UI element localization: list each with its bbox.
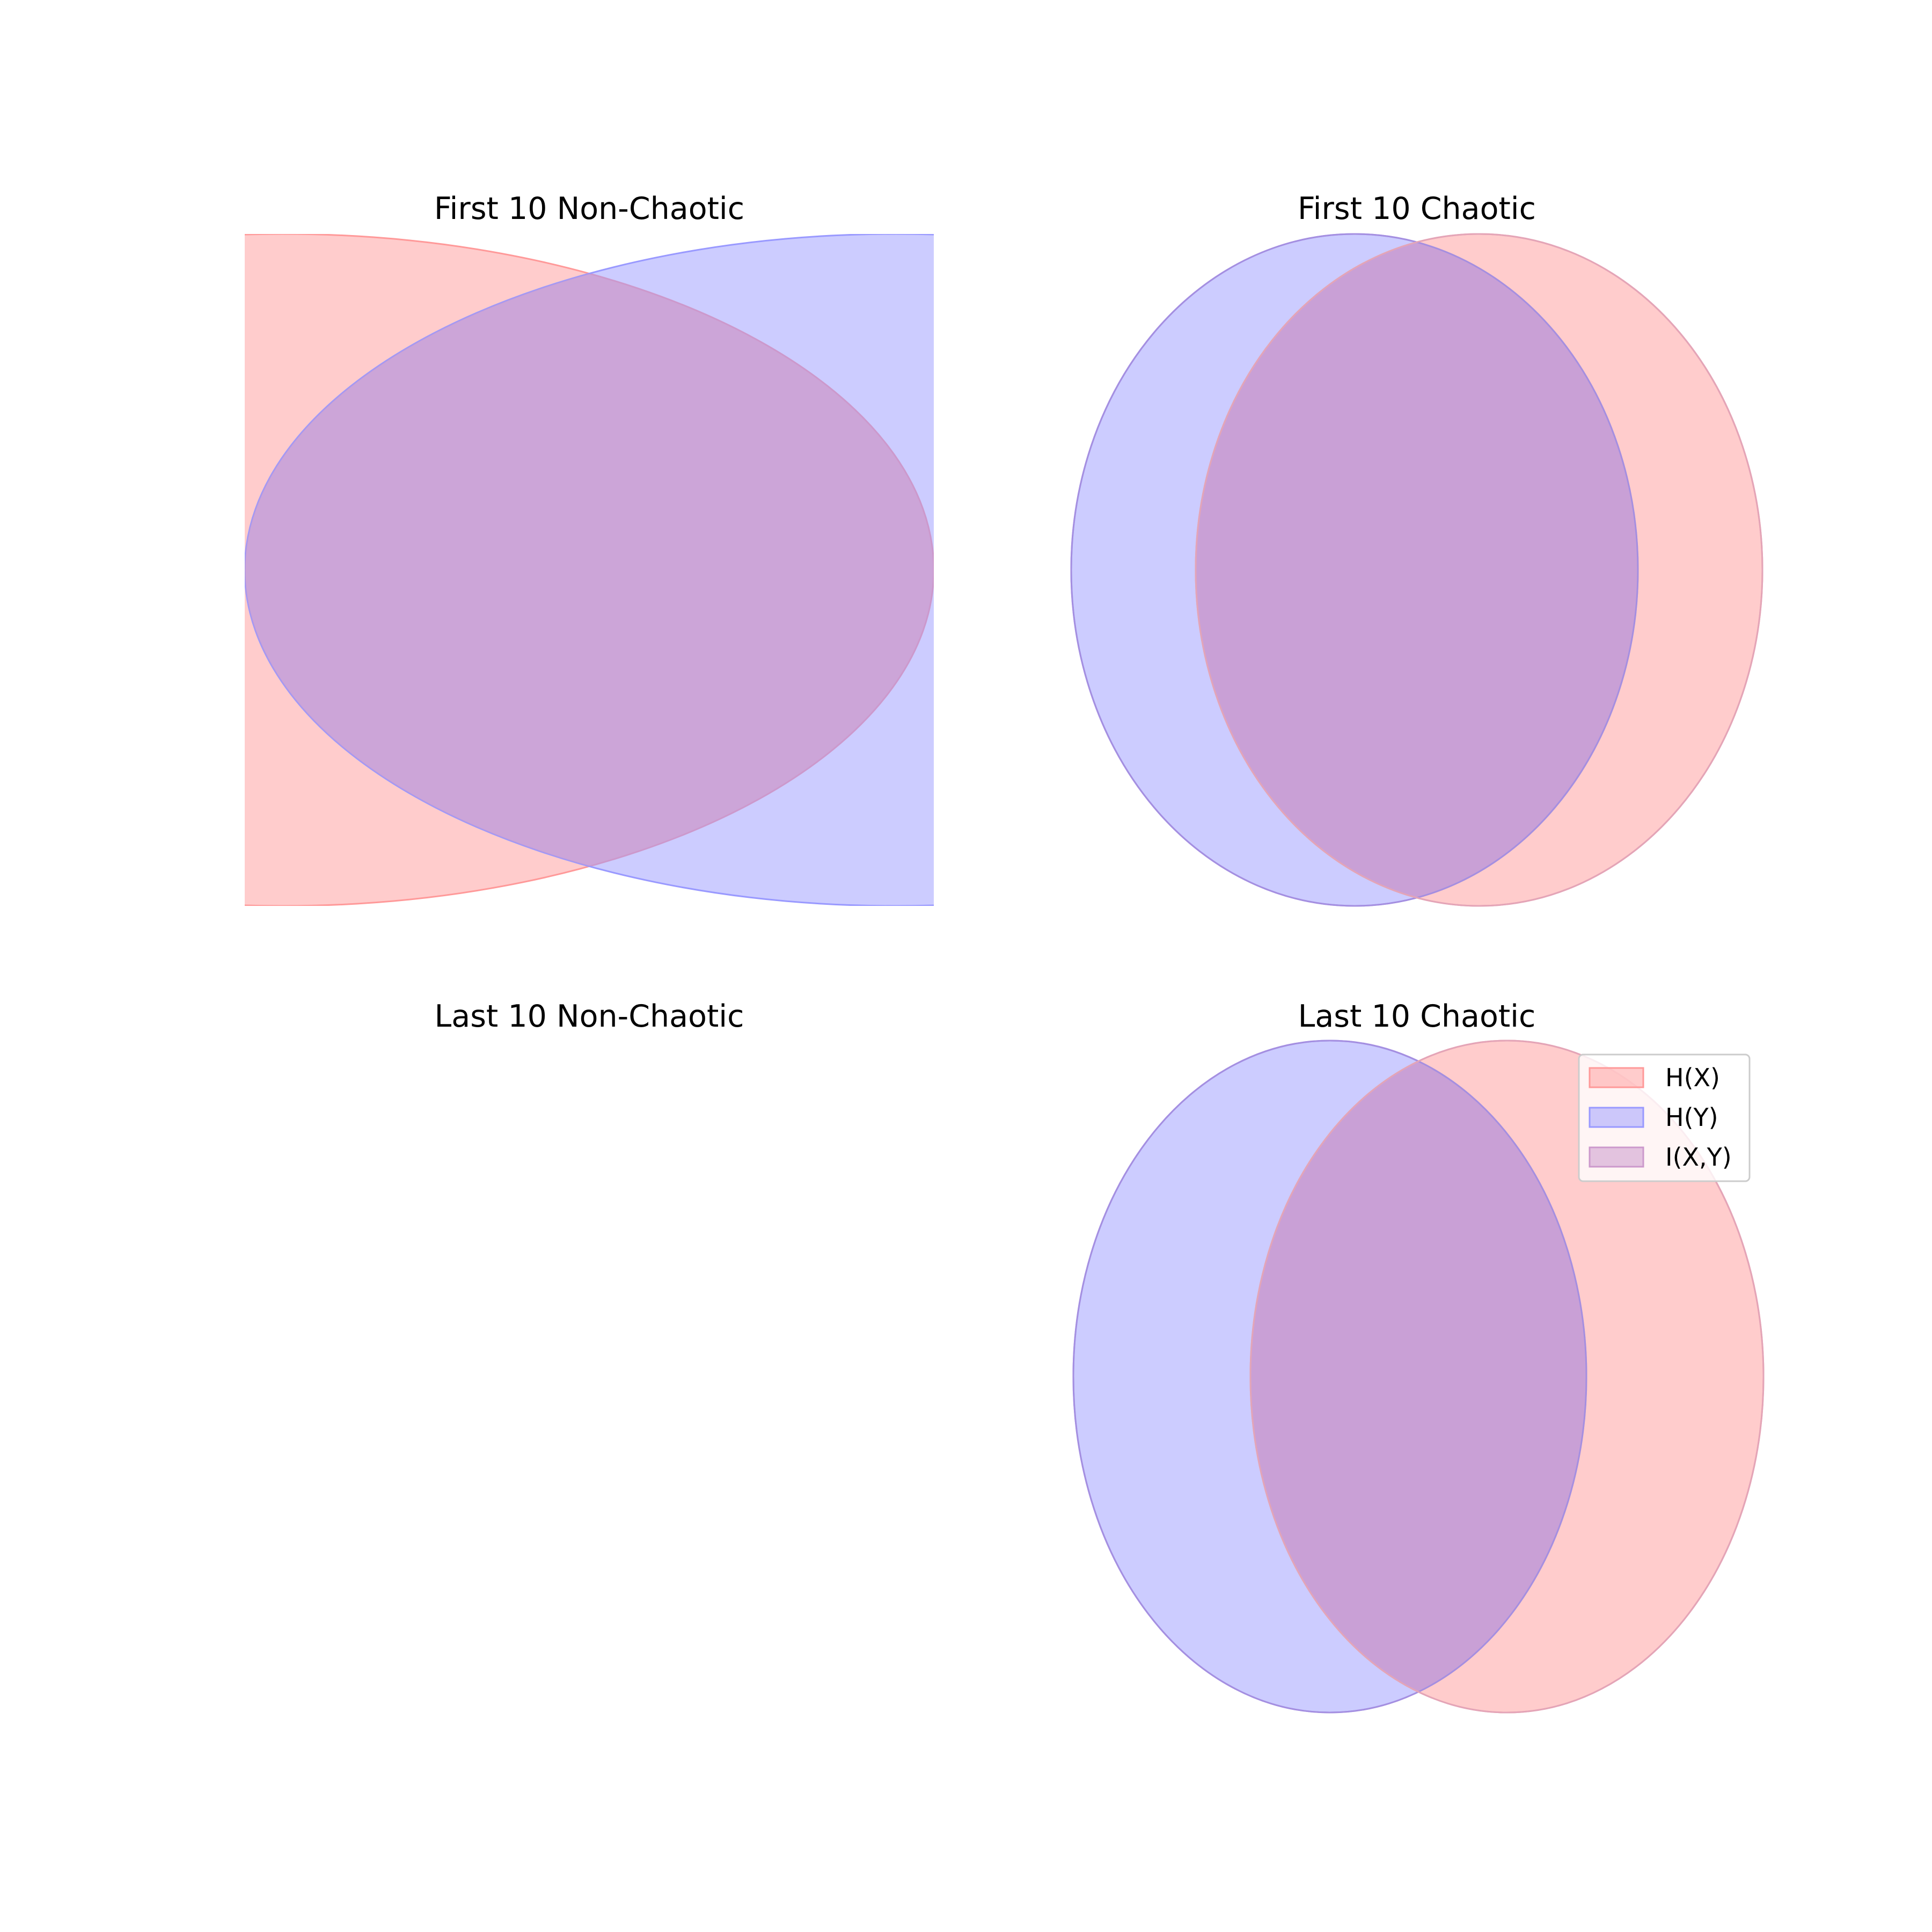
legend: H(X) H(Y) I(X,Y) bbox=[1578, 1053, 1751, 1182]
legend-label: H(Y) bbox=[1665, 1103, 1718, 1132]
legend-label: H(X) bbox=[1665, 1063, 1720, 1092]
panel-title: Last 10 Non-Chaotic bbox=[435, 999, 744, 1034]
panel-title: First 10 Non-Chaotic bbox=[434, 191, 744, 226]
overlap-region bbox=[245, 234, 934, 906]
legend-item-hy: H(Y) bbox=[1589, 1103, 1718, 1132]
hx-outline bbox=[1249, 1040, 1765, 1714]
panel-last-10-chaotic: Last 10 Chaotic H(X) H(Y) I(X,Y) bbox=[1072, 999, 1765, 1714]
panel-last-10-non-chaotic: Last 10 Non-Chaotic bbox=[435, 999, 744, 1034]
legend-swatch bbox=[1589, 1146, 1644, 1168]
overlap-region bbox=[1250, 1041, 1586, 1713]
panel-title: Last 10 Chaotic bbox=[1298, 999, 1536, 1034]
legend-item-hx: H(X) bbox=[1589, 1063, 1720, 1092]
hy-outline bbox=[1070, 233, 1639, 907]
hx-outline bbox=[1195, 233, 1763, 907]
panel-title: First 10 Chaotic bbox=[1298, 191, 1536, 226]
legend-swatch bbox=[1589, 1067, 1644, 1088]
panel-first-10-non-chaotic: First 10 Non-Chaotic bbox=[245, 191, 934, 906]
hy-outline bbox=[1072, 1040, 1587, 1714]
legend-swatch bbox=[1589, 1107, 1644, 1128]
panel-first-10-chaotic: First 10 Chaotic bbox=[1070, 191, 1763, 907]
legend-label: I(X,Y) bbox=[1665, 1143, 1732, 1172]
legend-item-ixy: I(X,Y) bbox=[1589, 1143, 1732, 1172]
